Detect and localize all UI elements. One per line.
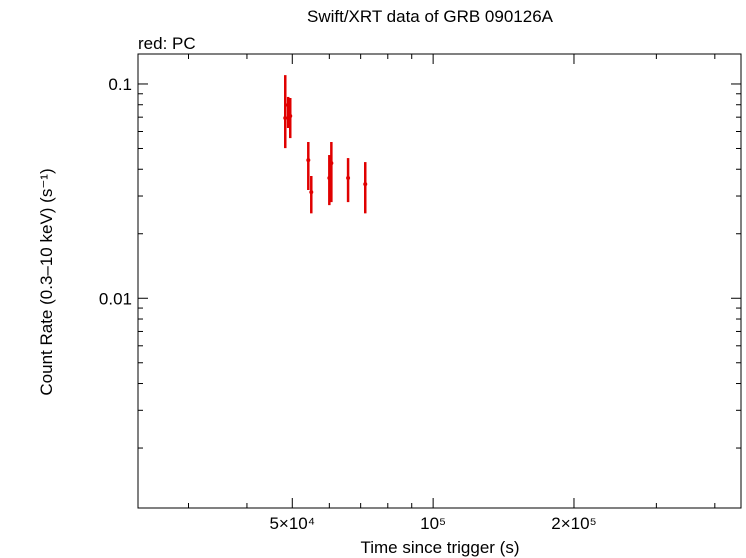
x-tick-label: 5×10⁴ bbox=[269, 514, 315, 533]
y-tick-label: 0.01 bbox=[99, 289, 132, 308]
data-point bbox=[329, 161, 334, 166]
data-point bbox=[283, 115, 288, 120]
y-tick-label: 0.1 bbox=[108, 75, 132, 94]
x-axis-label: Time since trigger (s) bbox=[360, 538, 519, 557]
subtitle: red: PC bbox=[138, 34, 196, 53]
data-point bbox=[306, 158, 311, 163]
y-axis-label: Count Rate (0.3–10 keV) (s⁻¹) bbox=[37, 168, 56, 395]
data-point bbox=[309, 190, 314, 195]
x-tick-label: 10⁵ bbox=[420, 514, 446, 533]
plot-frame bbox=[137, 53, 742, 509]
data-point bbox=[288, 113, 293, 118]
data-point bbox=[363, 182, 368, 187]
chart-title: Swift/XRT data of GRB 090126A bbox=[307, 7, 554, 26]
x-tick-label: 2×10⁵ bbox=[551, 514, 596, 533]
data-point bbox=[346, 176, 351, 181]
